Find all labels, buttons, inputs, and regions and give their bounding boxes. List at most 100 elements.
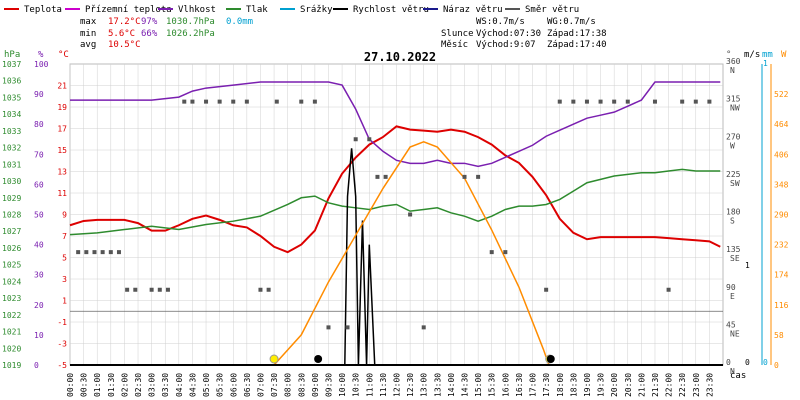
chart-date: 27.10.2022 bbox=[364, 50, 436, 64]
tick-dirlabel-0: N bbox=[730, 367, 735, 376]
wind-dir-point-27 bbox=[383, 174, 388, 179]
legend-label-2: Vlhkost bbox=[178, 5, 216, 15]
series-line-2 bbox=[69, 168, 721, 236]
tick-pressure-0: 1019 bbox=[2, 361, 21, 370]
stat-max-label: max bbox=[80, 17, 97, 27]
tick-temp-2: -1 bbox=[57, 318, 67, 327]
x-tick-27: 13:30 bbox=[433, 373, 442, 397]
tick-temp-13: 21 bbox=[57, 82, 67, 91]
moon-label: Měsíc bbox=[441, 40, 468, 50]
wind-dir-point-26 bbox=[375, 174, 380, 179]
tick-temp-6: 7 bbox=[62, 232, 67, 241]
x-tick-31: 15:30 bbox=[488, 373, 497, 397]
tick-solar-7: 406 bbox=[774, 150, 789, 159]
x-tick-20: 10:00 bbox=[338, 373, 347, 397]
x-tick-37: 18:30 bbox=[569, 373, 578, 397]
legend-label-4: Srážky bbox=[300, 5, 333, 15]
tick-dir-5: 225 bbox=[726, 170, 741, 179]
tick-pressure-10: 1029 bbox=[2, 194, 21, 203]
series-line-4 bbox=[273, 141, 550, 366]
tick-pressure-9: 1028 bbox=[2, 211, 21, 220]
x-tick-19: 09:30 bbox=[324, 373, 333, 397]
stat-avg-temp: 10.5°C bbox=[108, 40, 141, 50]
x-tick-45: 22:30 bbox=[678, 373, 687, 397]
x-tick-40: 20:00 bbox=[610, 373, 619, 397]
tick-pressure-2: 1021 bbox=[2, 328, 21, 337]
stat-min-temp: 5.6°C bbox=[108, 29, 135, 39]
x-tick-15: 07:30 bbox=[270, 373, 279, 397]
wind-dir-point-15 bbox=[231, 99, 236, 104]
x-tick-34: 17:00 bbox=[529, 373, 538, 397]
tick-temp-8: 11 bbox=[57, 189, 67, 198]
tick-dir-7: 315 bbox=[726, 95, 741, 104]
tick-humidity-10: 100 bbox=[34, 60, 49, 69]
tick-temp-10: 15 bbox=[57, 146, 67, 155]
unit-w: W bbox=[781, 50, 787, 60]
wind-dir-point-41 bbox=[652, 99, 657, 104]
tick-solar-3: 174 bbox=[774, 271, 789, 280]
legend-label-1: Přízemní teplota bbox=[85, 5, 172, 15]
tick-humidity-7: 70 bbox=[34, 150, 44, 159]
x-tick-5: 02:30 bbox=[134, 373, 143, 397]
wind-dir-point-16 bbox=[244, 99, 249, 104]
sun-rise: Východ:07:30 bbox=[476, 29, 541, 39]
tick-pressure-8: 1027 bbox=[2, 227, 21, 236]
wind-dir-point-36 bbox=[571, 99, 576, 104]
tick-temp-12: 19 bbox=[57, 103, 67, 112]
wind-dir-point-40 bbox=[625, 99, 630, 104]
tick-dirlabel-1: NE bbox=[730, 329, 740, 338]
stat-max-press: 1030.7hPa bbox=[166, 17, 215, 27]
tick-pressure-1: 1020 bbox=[2, 344, 21, 353]
tick-rain-1: 1 bbox=[763, 59, 768, 68]
x-tick-35: 17:30 bbox=[542, 373, 551, 397]
x-tick-43: 21:30 bbox=[651, 373, 660, 397]
x-tick-0: 00:00 bbox=[66, 373, 75, 397]
stat-min-hum: 66% bbox=[141, 29, 158, 39]
wind-dir-point-10 bbox=[165, 287, 170, 292]
tick-dir-8: 360 bbox=[726, 57, 741, 66]
series-line-0 bbox=[69, 125, 721, 254]
unit-cas: čas bbox=[730, 370, 746, 381]
tick-dirlabel-6: W bbox=[730, 141, 735, 150]
tick-solar-0: 0 bbox=[774, 361, 779, 370]
unit-degc: °C bbox=[58, 50, 69, 60]
sunrise-icon bbox=[269, 354, 279, 364]
stat-max-rain: 0.0mm bbox=[226, 17, 253, 27]
tick-temp-0: -5 bbox=[57, 361, 67, 370]
wind-dir-point-14 bbox=[217, 99, 222, 104]
x-tick-39: 19:30 bbox=[597, 373, 606, 397]
tick-dirlabel-4: S bbox=[730, 217, 735, 226]
stats-block: max 17.2°C 97% 1030.7hPa 0.0mm min 5.6°C… bbox=[80, 17, 253, 50]
wind-dir-point-34 bbox=[544, 287, 549, 292]
x-tick-8: 04:00 bbox=[175, 373, 184, 397]
legend-label-7: Směr větru bbox=[525, 5, 579, 15]
tick-dirlabel-5: SW bbox=[730, 179, 740, 188]
x-tick-42: 21:00 bbox=[637, 373, 646, 397]
tick-temp-1: -3 bbox=[57, 340, 67, 349]
x-tick-13: 06:30 bbox=[243, 373, 252, 397]
tick-solar-1: 58 bbox=[774, 331, 784, 340]
wind-dir-point-9 bbox=[157, 287, 162, 292]
tick-pressure-7: 1026 bbox=[2, 244, 21, 253]
series-line-3 bbox=[70, 148, 721, 366]
wind-dir-point-0 bbox=[76, 250, 81, 255]
tick-humidity-8: 80 bbox=[34, 120, 44, 129]
tick-pressure-15: 1034 bbox=[2, 110, 21, 119]
tick-humidity-6: 60 bbox=[34, 180, 44, 189]
legend-label-3: Tlak bbox=[246, 5, 268, 15]
x-tick-1: 00:30 bbox=[80, 373, 89, 397]
wind-dir-point-11 bbox=[182, 99, 187, 104]
moonrise-icon bbox=[314, 355, 323, 363]
wind-dir-point-37 bbox=[584, 99, 589, 104]
tick-pressure-13: 1032 bbox=[2, 144, 21, 153]
x-tick-26: 13:00 bbox=[420, 373, 429, 397]
tick-temp-9: 13 bbox=[57, 168, 67, 177]
tick-solar-5: 290 bbox=[774, 211, 789, 220]
wind-dir-point-30 bbox=[462, 174, 467, 179]
tick-dir-4: 180 bbox=[726, 208, 741, 217]
wind-dir-point-19 bbox=[274, 99, 279, 104]
sun-set: Západ:17:38 bbox=[547, 29, 607, 39]
tick-wind-1: 1 bbox=[745, 261, 750, 270]
tick-solar-9: 522 bbox=[774, 90, 789, 99]
